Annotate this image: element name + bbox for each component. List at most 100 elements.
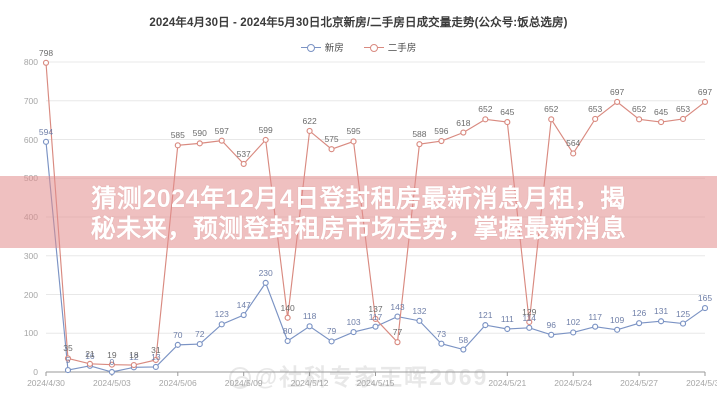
data-point bbox=[372, 315, 379, 322]
data-point bbox=[108, 368, 115, 376]
data-point bbox=[240, 311, 247, 319]
data-label: 537 bbox=[236, 148, 251, 159]
data-label: 147 bbox=[236, 300, 251, 311]
x-tick-label: 2024/5/15 bbox=[356, 378, 395, 388]
data-point bbox=[108, 361, 115, 368]
data-point bbox=[284, 337, 291, 345]
data-point bbox=[504, 118, 511, 126]
data-point bbox=[42, 138, 50, 145]
data-point bbox=[372, 323, 379, 330]
data-label: 652 bbox=[544, 104, 559, 115]
data-point bbox=[701, 98, 709, 105]
y-tick-label: 400 bbox=[23, 212, 38, 222]
data-label: 125 bbox=[675, 308, 691, 319]
data-label: 599 bbox=[258, 124, 273, 135]
data-point bbox=[526, 324, 533, 331]
data-label: 72 bbox=[195, 329, 205, 340]
data-point bbox=[657, 118, 665, 126]
data-label: 618 bbox=[456, 117, 471, 128]
data-point bbox=[350, 138, 357, 145]
data-point bbox=[636, 320, 643, 327]
data-label: 594 bbox=[38, 126, 54, 137]
data-label: 564 bbox=[566, 138, 581, 149]
data-label: 653 bbox=[675, 103, 691, 114]
data-label: 798 bbox=[38, 47, 54, 58]
data-label: 102 bbox=[566, 317, 581, 328]
data-label: 114 bbox=[522, 312, 537, 323]
y-tick-label: 0 bbox=[33, 367, 38, 377]
data-point bbox=[42, 59, 50, 66]
data-point bbox=[130, 361, 137, 369]
data-label: 96 bbox=[546, 319, 556, 330]
data-label: 585 bbox=[170, 130, 185, 141]
page-title: 2024年4月30日 - 2024年5月30日北京新房/二手房日成交量走势(公众… bbox=[149, 17, 568, 29]
data-point bbox=[548, 116, 555, 123]
data-point bbox=[592, 323, 599, 330]
data-point bbox=[152, 356, 159, 364]
data-label: 111 bbox=[500, 313, 514, 324]
data-point bbox=[218, 321, 225, 328]
y-tick-label: 800 bbox=[23, 57, 38, 67]
data-label: 652 bbox=[632, 104, 647, 115]
data-label: 118 bbox=[302, 311, 317, 322]
circle-marker-icon bbox=[363, 43, 384, 52]
x-tick-label: 2024/5/03 bbox=[92, 378, 131, 388]
data-point bbox=[701, 304, 709, 312]
data-point bbox=[416, 141, 423, 148]
data-label: 117 bbox=[588, 311, 602, 322]
legend-item-xinfang[interactable]: 新房 bbox=[300, 40, 344, 54]
data-label: 103 bbox=[346, 317, 361, 328]
data-label: 16 bbox=[85, 350, 95, 361]
data-label: 123 bbox=[214, 309, 229, 320]
data-point bbox=[328, 146, 335, 153]
y-tick-label: 200 bbox=[23, 289, 38, 300]
data-label: 31 bbox=[151, 344, 161, 355]
data-label: 35 bbox=[63, 343, 73, 354]
data-point bbox=[416, 317, 423, 324]
data-label: 5 bbox=[65, 355, 71, 366]
data-point bbox=[460, 346, 467, 353]
data-label: 588 bbox=[412, 129, 427, 140]
data-label: 13 bbox=[151, 351, 161, 362]
x-tick-label: 2024/5/24 bbox=[554, 378, 593, 388]
data-label: 165 bbox=[697, 293, 713, 304]
data-point bbox=[64, 366, 72, 374]
y-tick-label: 500 bbox=[23, 173, 38, 184]
x-tick-label: 2024/5/09 bbox=[224, 378, 263, 388]
data-label: 80 bbox=[282, 326, 293, 336]
data-point bbox=[196, 140, 203, 147]
data-point bbox=[152, 363, 159, 371]
data-label: 12 bbox=[129, 352, 139, 363]
data-point bbox=[657, 318, 665, 325]
data-label: 131 bbox=[653, 306, 669, 317]
legend-item-ershoufang[interactable]: 二手房 bbox=[363, 40, 417, 54]
y-tick-label: 700 bbox=[23, 95, 38, 106]
data-point bbox=[86, 360, 94, 367]
data-label: 121 bbox=[478, 310, 493, 321]
data-label: 575 bbox=[324, 134, 339, 145]
data-label: 595 bbox=[346, 126, 361, 137]
y-tick-label: 600 bbox=[23, 134, 38, 145]
data-label: 143 bbox=[390, 301, 405, 312]
data-point bbox=[306, 323, 313, 330]
x-tick-label: 2024/4/30 bbox=[27, 378, 65, 388]
x-tick-label: 2024/5/06 bbox=[158, 378, 197, 388]
data-point bbox=[328, 338, 335, 345]
data-point bbox=[526, 318, 533, 326]
y-tick-label: 100 bbox=[23, 328, 38, 339]
data-point bbox=[196, 341, 203, 348]
y-tick-label: 300 bbox=[23, 250, 38, 261]
data-point bbox=[262, 136, 269, 143]
data-label: 79 bbox=[326, 326, 337, 337]
data-point bbox=[504, 325, 511, 333]
x-tick-label: 2024/5/30 bbox=[686, 378, 717, 388]
legend-label-ershoufang: 二手房 bbox=[387, 43, 417, 54]
data-label: 645 bbox=[653, 107, 669, 118]
x-tick-label: 2024/5/21 bbox=[488, 378, 527, 388]
data-label: 0 bbox=[109, 357, 115, 367]
data-label: 652 bbox=[478, 104, 493, 115]
x-tick-label: 2024/5/12 bbox=[290, 378, 329, 388]
data-point bbox=[438, 340, 445, 347]
data-point bbox=[438, 137, 445, 145]
